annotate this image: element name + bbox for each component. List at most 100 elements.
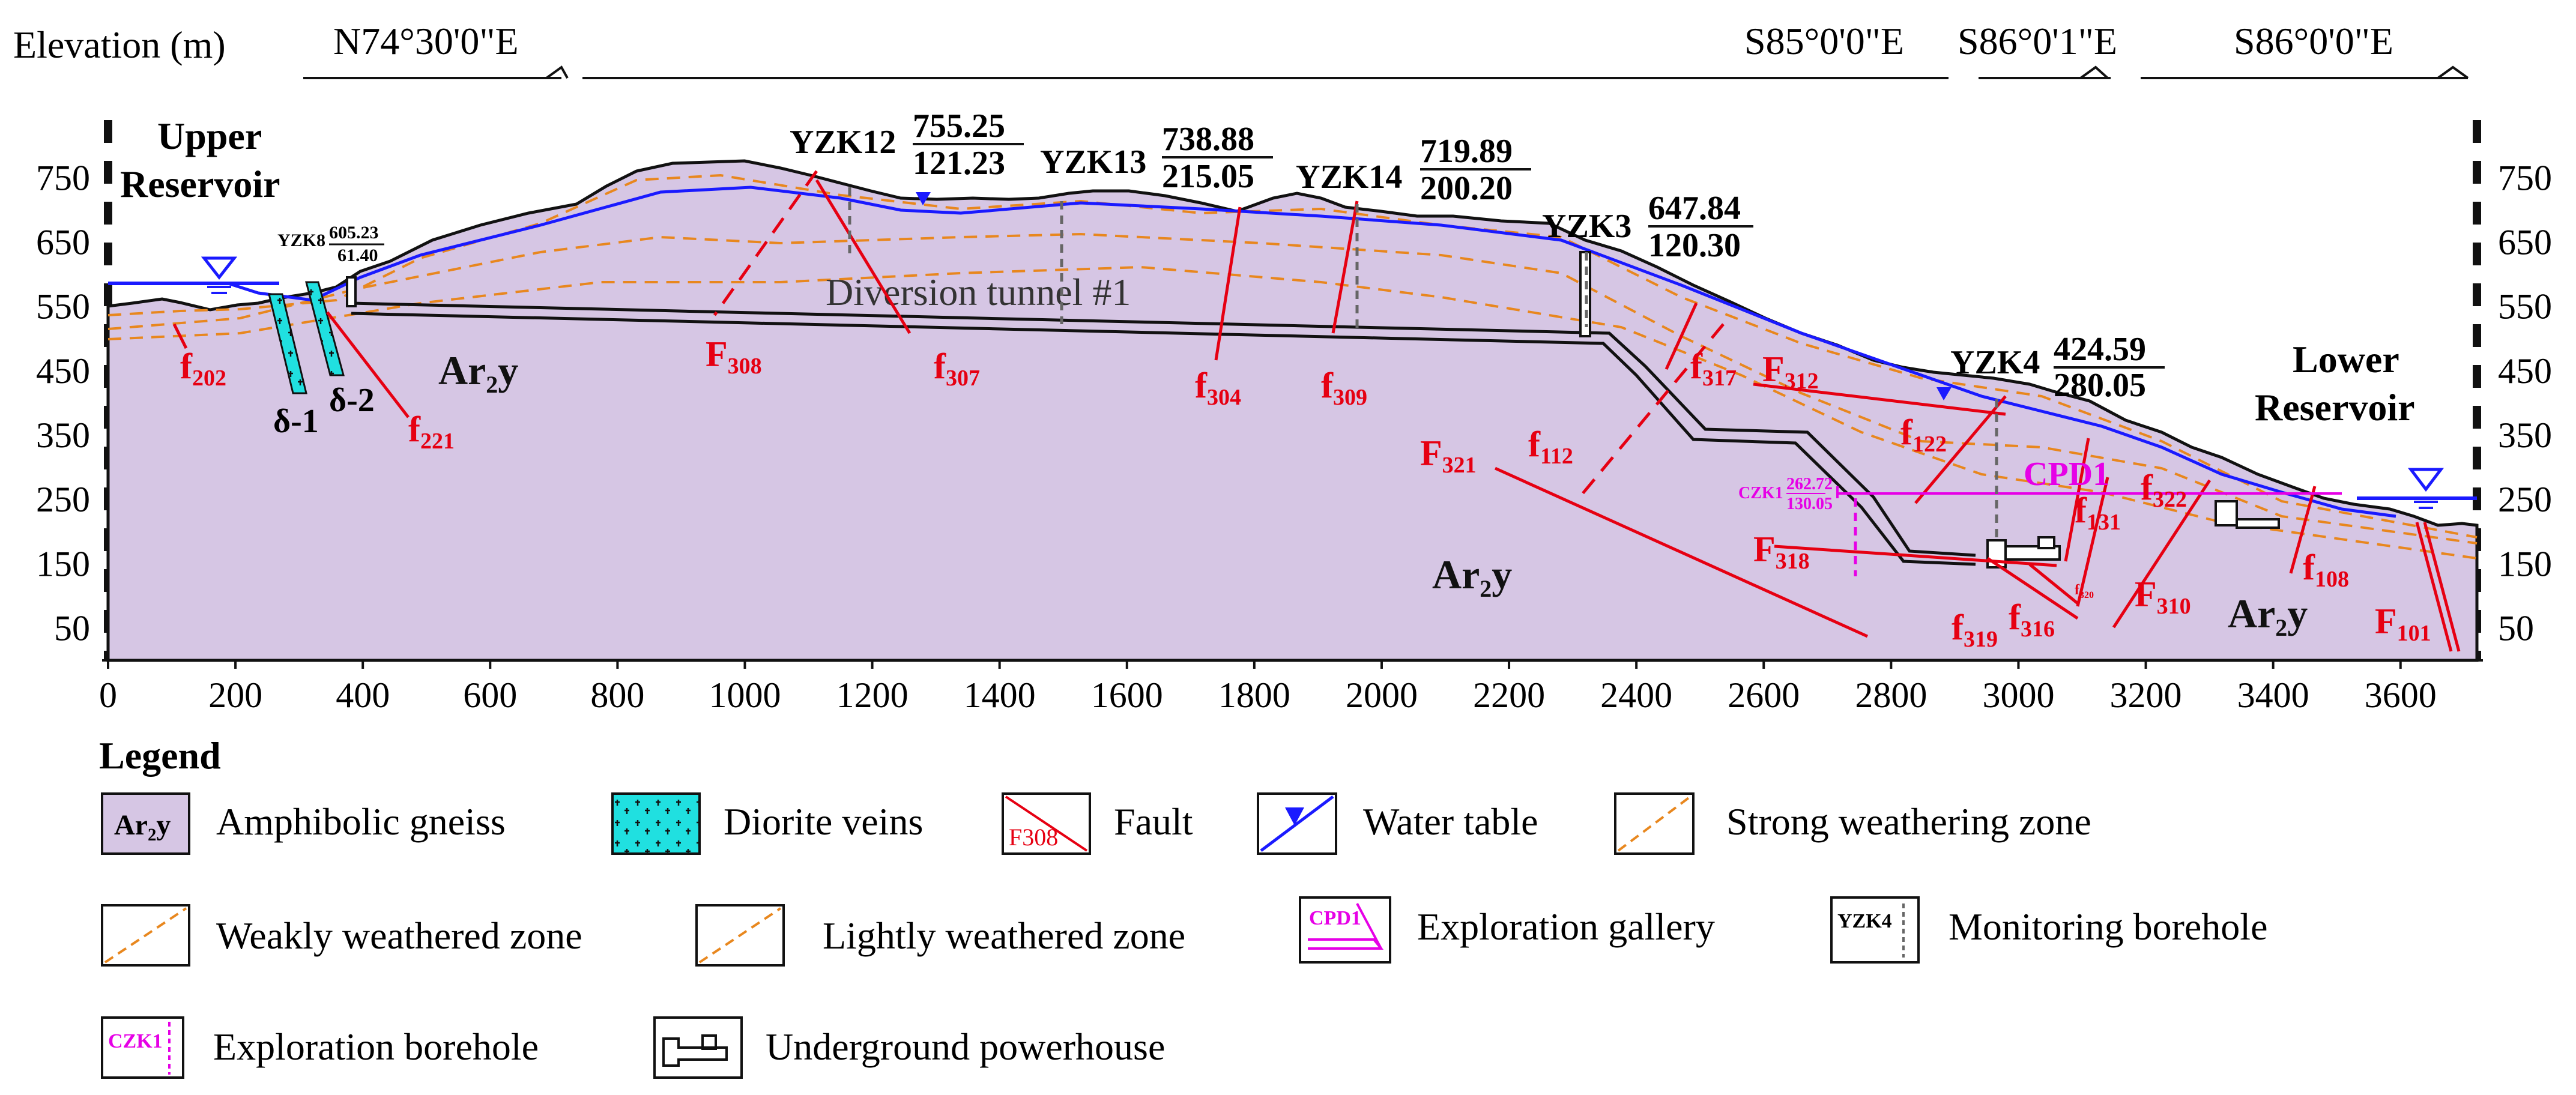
svg-text:CPD1: CPD1 <box>1309 907 1361 929</box>
fault-label: f202 <box>180 346 226 391</box>
svg-text:Lightly weathered zone: Lightly weathered zone <box>823 914 1185 957</box>
rock-unit-label: Ar2y <box>2228 591 2308 641</box>
fault-label: F310 <box>2135 575 2191 619</box>
y-tick-label-left: 250 <box>36 480 90 519</box>
svg-text:YZK12: YZK12 <box>790 124 896 161</box>
svg-text:Amphibolic gneiss: Amphibolic gneiss <box>216 800 506 843</box>
x-tick-label: 1200 <box>836 675 909 715</box>
tunnel-shaft <box>346 276 357 307</box>
y-tick-label-right: 50 <box>2498 608 2534 648</box>
bearing-4: S86°0'0"E <box>2234 20 2393 62</box>
fault-label: F321 <box>1420 433 1477 478</box>
fault-label: F312 <box>1762 349 1819 394</box>
svg-text:Underground powerhouse: Underground powerhouse <box>766 1025 1165 1068</box>
y-tick-label-right: 750 <box>2498 158 2552 198</box>
fault-labels: f202 f221 F308 f307 f304 f309 F321 f112 … <box>180 334 2431 652</box>
tunnel-shaft <box>1579 251 1591 337</box>
svg-text:CZK1: CZK1 <box>108 1030 163 1052</box>
svg-text:215.05: 215.05 <box>1162 158 1254 195</box>
x-tick-label: 3000 <box>1982 675 2054 715</box>
fault-label: f317 <box>1690 346 1737 391</box>
borehole-label-yzk8: YZK8 605.23 61.40 <box>277 223 384 265</box>
fault-label: F318 <box>1753 529 1810 574</box>
light-weathering-boundary <box>107 265 2478 560</box>
legend-item-amphibolic: Ar₂y Amphibolic gneiss <box>101 792 506 855</box>
upper-reservoir-label-1: Upper <box>157 115 262 157</box>
x-axis-ticks: 0 200 400 600 800 1000 1200 1400 1600 1800 2000 220… <box>99 660 2437 715</box>
upper-reservoir-water <box>108 256 279 294</box>
svg-text:Monitoring borehole: Monitoring borehole <box>1949 905 2267 948</box>
x-tick-label: 2600 <box>1728 675 1800 715</box>
svg-text:YZK3: YZK3 <box>1542 208 1631 245</box>
fault-label: F308 <box>706 334 762 379</box>
borehole-label-yzk4: YZK4 424.59 280.05 <box>1950 331 2165 404</box>
y-axis-ticks-right: 750 650 550 450 350 250 150 50 <box>2498 158 2552 648</box>
svg-text:605.23: 605.23 <box>329 223 379 243</box>
y-tick-label-left: 750 <box>36 158 90 198</box>
exploration-gallery <box>1836 486 2342 498</box>
svg-text:YZK4: YZK4 <box>1837 910 1892 932</box>
borehole-label-yzk12: YZK12 755.25 121.23 <box>790 107 1024 182</box>
x-tick-label: 1000 <box>709 675 781 715</box>
x-tick-label: 2000 <box>1346 675 1418 715</box>
fault-label: f319 <box>1952 608 1998 652</box>
svg-text:121.23: 121.23 <box>913 145 1005 182</box>
legend-item-strong: Strong weathering zone <box>1614 792 2091 855</box>
bearing-3: S86°0'1"E <box>1958 20 2117 62</box>
y-axis-title: Elevation (m) <box>13 23 226 66</box>
water-table-symbol <box>1937 387 1952 400</box>
fault-label: f131 <box>2075 490 2121 535</box>
svg-text:Fault: Fault <box>1114 800 1193 843</box>
fault-label: f320 <box>2075 582 2094 600</box>
x-tick-label: 600 <box>463 675 517 715</box>
rock-unit-label: Ar2y <box>438 348 518 398</box>
y-tick-label-left: 550 <box>36 287 90 327</box>
svg-text:YZK8: YZK8 <box>277 231 325 250</box>
legend-title: Legend <box>99 734 221 777</box>
fault-label: f322 <box>2141 468 2187 512</box>
fault-label: f309 <box>1321 366 1367 410</box>
rock-unit-label: Ar2y <box>1432 552 1512 602</box>
fault-label: f122 <box>1900 412 1947 457</box>
svg-text:Water table: Water table <box>1363 800 1538 843</box>
lower-reservoir-label-2: Reservoir <box>2255 386 2415 429</box>
water-table-symbol <box>916 192 931 205</box>
fault-label: f221 <box>408 409 455 454</box>
legend-item-explore: CZK1 Exploration borehole <box>101 1016 539 1079</box>
svg-text:F308: F308 <box>1009 824 1058 851</box>
dike-label-2: δ-2 <box>329 382 375 419</box>
x-tick-label: 1400 <box>964 675 1036 715</box>
x-tick-label: 1600 <box>1091 675 1163 715</box>
fault-label: F101 <box>2375 602 2431 646</box>
borehole-label-yzk3: YZK3 647.84 120.30 <box>1542 190 1753 264</box>
x-tick-label: 3200 <box>2110 675 2182 715</box>
y-tick-label-left: 350 <box>36 415 90 455</box>
monitoring-borehole-lines <box>848 187 1998 543</box>
borehole-label-yzk14: YZK14 719.89 200.20 <box>1296 133 1531 207</box>
svg-text:61.40: 61.40 <box>337 246 378 265</box>
y-tick-label-right: 450 <box>2498 351 2552 391</box>
legend-item-gallery: CPD1 Exploration gallery <box>1299 896 1715 964</box>
y-tick-label-left: 450 <box>36 351 90 391</box>
svg-text:Diorite veins: Diorite veins <box>724 800 923 843</box>
y-tick-label-right: 250 <box>2498 480 2552 519</box>
svg-text:Strong weathering zone: Strong weathering zone <box>1726 800 2091 843</box>
svg-text:738.88: 738.88 <box>1162 121 1254 158</box>
svg-text:755.25: 755.25 <box>913 107 1005 145</box>
y-tick-label-right: 350 <box>2498 415 2552 455</box>
fault-label: f307 <box>934 346 980 391</box>
rock-unit-amphibolic-gneiss <box>106 159 2479 662</box>
diversion-tunnel <box>351 301 1976 566</box>
legend-item-diorite: Diorite veins <box>611 792 923 855</box>
svg-text:120.30: 120.30 <box>1648 227 1741 264</box>
borehole-label-yzk13: YZK13 738.88 215.05 <box>1040 121 1273 195</box>
svg-text:262.72: 262.72 <box>1786 475 1833 493</box>
water-table <box>108 186 2396 518</box>
x-tick-label: 200 <box>208 675 262 715</box>
fault-label: f304 <box>1195 366 1241 410</box>
svg-text:YZK4: YZK4 <box>1950 344 2040 381</box>
legend-item-weak: Weakly weathered zone <box>101 904 582 967</box>
x-tick-label: 2800 <box>1855 675 1927 715</box>
svg-text:424.59: 424.59 <box>2054 331 2146 368</box>
